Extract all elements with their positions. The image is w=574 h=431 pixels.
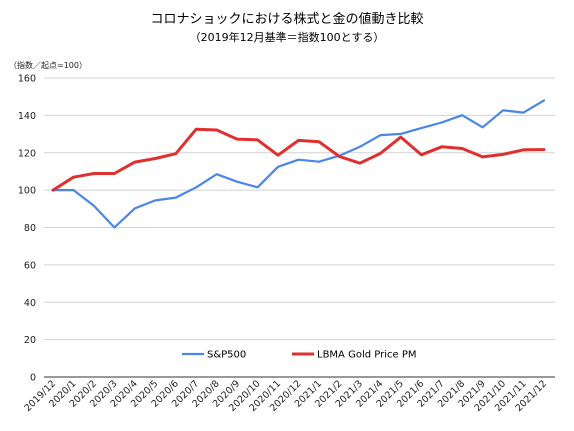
- legend: S&P500 LBMA Gold Price PM: [182, 350, 416, 361]
- legend-item-sp500: S&P500: [182, 350, 246, 361]
- y-tick-label: 60: [24, 260, 36, 271]
- y-tick-label: 140: [18, 111, 36, 122]
- series-line-sp500: [51, 99, 546, 229]
- y-tick-label: 100: [18, 186, 36, 197]
- y-tick-label: 20: [24, 335, 36, 346]
- chart-title: コロナショックにおける株式と金の値動き比較: [150, 11, 423, 27]
- legend-label-sp500: S&P500: [207, 350, 246, 361]
- y-tick-label: 40: [24, 298, 36, 309]
- y-tick-label: 80: [24, 223, 36, 234]
- y-tick-label: 120: [18, 148, 36, 159]
- series-lines: [51, 99, 546, 229]
- y-axis-unit-label: （指数／起点=100）: [9, 60, 87, 70]
- legend-label-gold: LBMA Gold Price PM: [317, 350, 416, 361]
- gridlines: [44, 77, 555, 341]
- y-tick-label: 160: [18, 74, 36, 85]
- chart-subtitle: （2019年12月基準＝指数100とする）: [190, 30, 385, 44]
- series-line-gold: [51, 127, 546, 192]
- x-axis-ticks: 2019/122020/12020/22020/32020/42020/5202…: [22, 378, 549, 414]
- y-tick-label: 0: [30, 373, 36, 384]
- y-axis-ticks: 0 20 40 60 80 100 120 140 160: [18, 74, 36, 384]
- legend-item-gold: LBMA Gold Price PM: [292, 350, 416, 361]
